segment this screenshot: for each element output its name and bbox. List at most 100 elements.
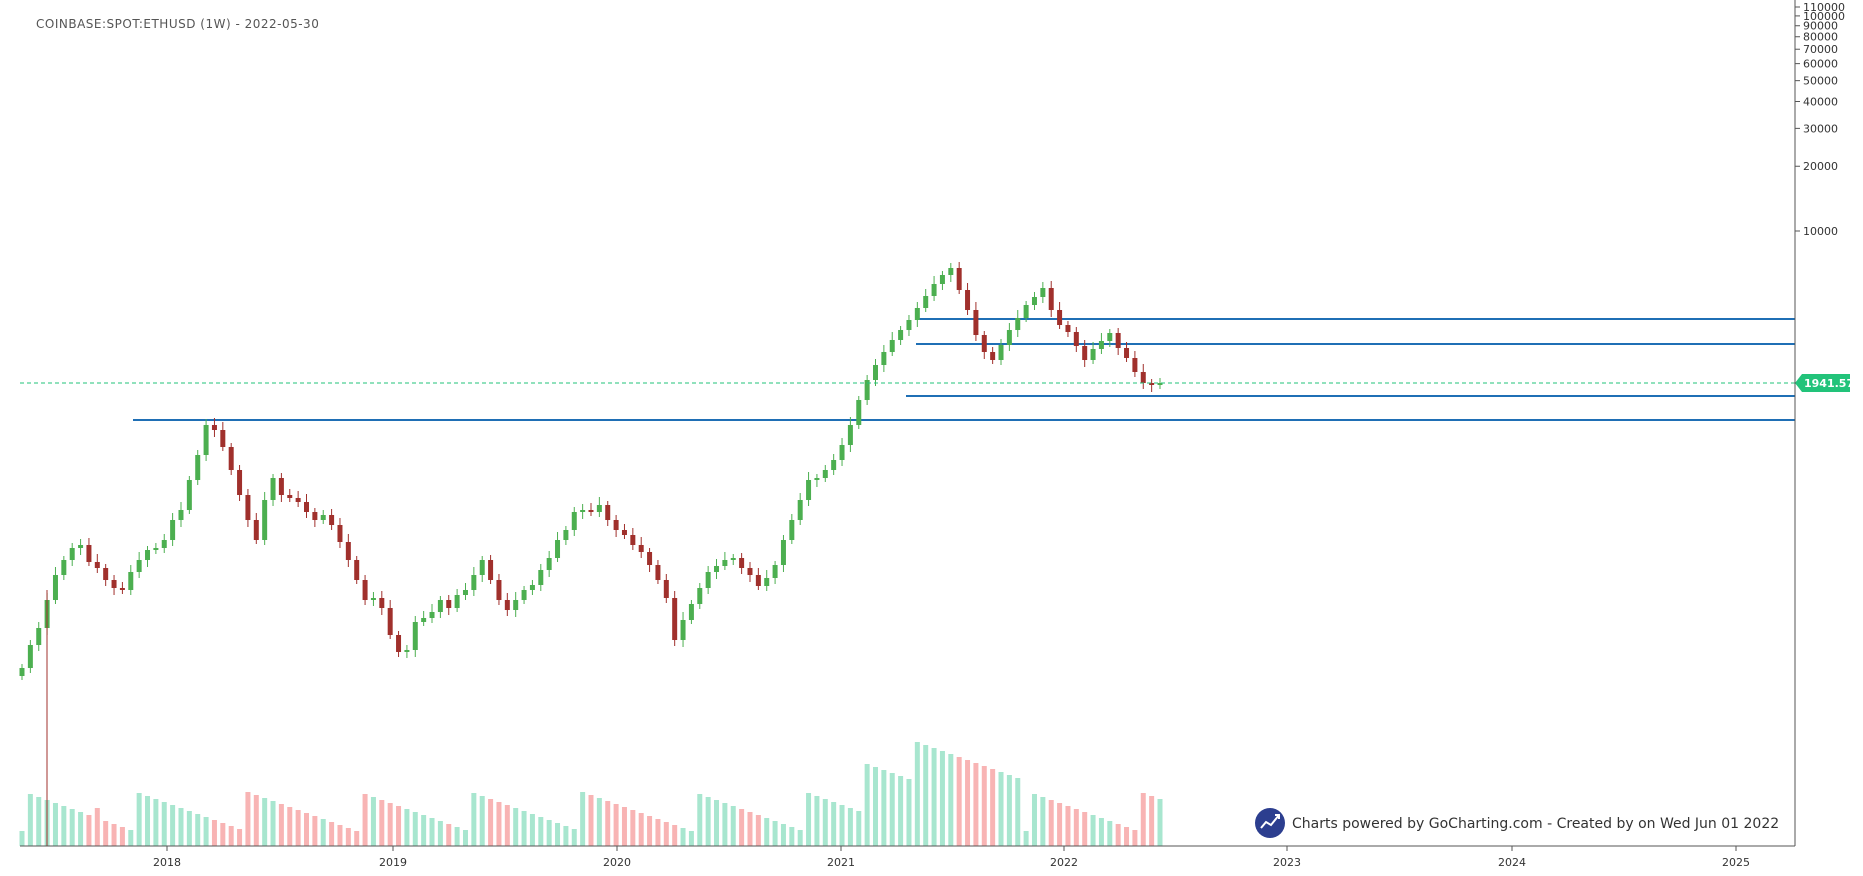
candle-body[interactable]	[672, 598, 678, 640]
candle-body[interactable]	[764, 578, 770, 586]
candle-body[interactable]	[923, 296, 929, 308]
candle-body[interactable]	[747, 568, 753, 575]
candle-body[interactable]	[529, 585, 535, 590]
candle-body[interactable]	[396, 635, 402, 652]
candle-body[interactable]	[329, 515, 335, 525]
candle-body[interactable]	[822, 470, 828, 478]
candle-body[interactable]	[178, 510, 184, 520]
candle-body[interactable]	[404, 650, 410, 652]
candle-body[interactable]	[939, 275, 945, 284]
candle-body[interactable]	[772, 565, 778, 578]
candle-body[interactable]	[504, 600, 510, 610]
candle-body[interactable]	[1107, 333, 1113, 341]
candle-body[interactable]	[103, 568, 109, 580]
candle-body[interactable]	[1157, 383, 1163, 385]
candle-body[interactable]	[220, 430, 226, 447]
candle-body[interactable]	[128, 572, 134, 590]
candle-body[interactable]	[1023, 305, 1029, 318]
credit-block[interactable]: Charts powered by GoCharting.com - Creat…	[1255, 808, 1779, 838]
candle-body[interactable]	[605, 505, 611, 520]
candle-body[interactable]	[680, 620, 686, 640]
candle-body[interactable]	[563, 530, 569, 540]
candle-body[interactable]	[69, 548, 75, 560]
candle-body[interactable]	[739, 558, 745, 568]
candle-body[interactable]	[287, 495, 293, 498]
candle-body[interactable]	[1132, 358, 1138, 372]
candle-body[interactable]	[663, 580, 669, 598]
candle-body[interactable]	[479, 560, 485, 575]
candle-body[interactable]	[320, 515, 326, 520]
candle-body[interactable]	[421, 618, 427, 622]
candle-body[interactable]	[881, 352, 887, 365]
candle-body[interactable]	[153, 548, 159, 550]
candle-body[interactable]	[170, 520, 176, 540]
candle-body[interactable]	[370, 598, 376, 600]
candle-body[interactable]	[496, 580, 502, 600]
candle-body[interactable]	[1149, 383, 1155, 385]
candle-body[interactable]	[956, 268, 962, 290]
candle-body[interactable]	[270, 478, 276, 500]
candle-body[interactable]	[555, 540, 561, 558]
candle-body[interactable]	[295, 498, 301, 502]
candle-body[interactable]	[847, 425, 853, 445]
candle-body[interactable]	[429, 612, 435, 618]
candle-body[interactable]	[839, 445, 845, 460]
candle-body[interactable]	[412, 622, 418, 650]
candle-body[interactable]	[379, 598, 385, 608]
candle-body[interactable]	[998, 345, 1004, 360]
candle-body[interactable]	[513, 600, 519, 610]
candle-body[interactable]	[61, 560, 67, 575]
candle-body[interactable]	[195, 455, 201, 480]
candle-body[interactable]	[1065, 325, 1071, 332]
candle-body[interactable]	[722, 560, 728, 566]
candle-body[interactable]	[873, 365, 878, 380]
candle-body[interactable]	[1098, 341, 1104, 349]
candle-body[interactable]	[78, 545, 84, 548]
candle-body[interactable]	[454, 595, 460, 608]
candle-body[interactable]	[1040, 288, 1046, 297]
candle-body[interactable]	[362, 580, 368, 600]
candle-body[interactable]	[237, 470, 243, 495]
candle-body[interactable]	[981, 335, 987, 352]
candle-body[interactable]	[203, 425, 209, 455]
candle-body[interactable]	[211, 425, 217, 430]
candle-body[interactable]	[730, 558, 736, 560]
candle-body[interactable]	[161, 540, 167, 548]
candle-body[interactable]	[1090, 349, 1096, 360]
candle-body[interactable]	[697, 588, 703, 604]
candle-body[interactable]	[1057, 310, 1063, 325]
candle-body[interactable]	[253, 520, 259, 540]
candle-body[interactable]	[538, 570, 544, 585]
candle-body[interactable]	[806, 480, 812, 500]
candle-body[interactable]	[588, 510, 594, 512]
candle-body[interactable]	[797, 500, 803, 520]
candle-body[interactable]	[1140, 372, 1146, 383]
candle-body[interactable]	[856, 400, 862, 425]
candle-body[interactable]	[446, 600, 452, 608]
candle-body[interactable]	[52, 575, 58, 600]
candle-body[interactable]	[571, 512, 577, 530]
candle-body[interactable]	[354, 560, 360, 580]
candle-body[interactable]	[596, 505, 602, 512]
candle-body[interactable]	[27, 645, 33, 668]
candle-body[interactable]	[914, 308, 920, 320]
candle-body[interactable]	[831, 460, 837, 470]
candle-body[interactable]	[1048, 288, 1054, 310]
candle-body[interactable]	[1006, 330, 1012, 345]
candle-body[interactable]	[630, 535, 636, 545]
candle-body[interactable]	[906, 320, 912, 330]
candle-body[interactable]	[655, 565, 661, 580]
candle-body[interactable]	[948, 268, 954, 275]
candle-body[interactable]	[36, 628, 42, 645]
candle-body[interactable]	[621, 530, 627, 535]
candle-body[interactable]	[789, 520, 795, 540]
candle-body[interactable]	[119, 588, 125, 590]
candle-body[interactable]	[19, 668, 25, 676]
candle-body[interactable]	[714, 566, 720, 572]
candle-body[interactable]	[688, 604, 694, 620]
candle-body[interactable]	[931, 284, 937, 296]
candle-body[interactable]	[705, 572, 711, 588]
candle-body[interactable]	[387, 608, 393, 635]
candle-body[interactable]	[94, 562, 100, 568]
candle-body[interactable]	[345, 542, 351, 560]
